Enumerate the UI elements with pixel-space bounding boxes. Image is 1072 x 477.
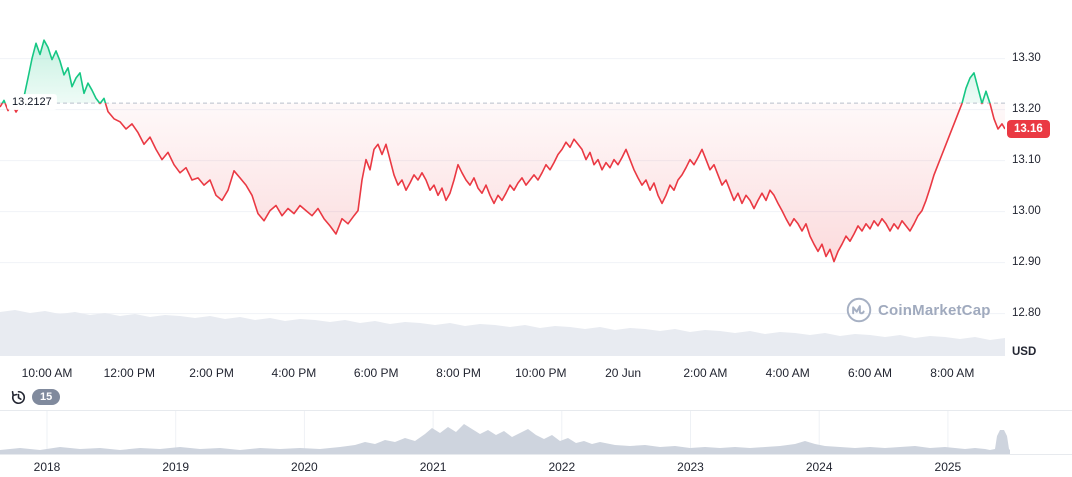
current-price-badge: 13.16 (1007, 120, 1050, 138)
x-axis-label: 8:00 AM (930, 366, 975, 380)
year-axis-label: 2023 (677, 460, 704, 474)
year-axis-label: 2019 (162, 460, 190, 474)
y-axis-label: 13.00 (1012, 204, 1041, 217)
y-axis-label: 12.90 (1012, 255, 1041, 268)
y-axis-label: 13.30 (1012, 51, 1041, 64)
x-axis-label: 4:00 AM (765, 366, 810, 380)
y-axis: 13.30 13.20 13.10 13.00 12.90 12.80 USD (1005, 0, 1072, 358)
year-axis-label: 2018 (33, 460, 61, 474)
x-axis-label: 6:00 AM (847, 366, 893, 380)
y-axis-label: 12.80 (1012, 306, 1041, 319)
history-icon (10, 389, 27, 406)
price-line-down (0, 103, 1005, 263)
main-chart-svg[interactable] (0, 0, 1072, 358)
watermark: CoinMarketCap (846, 297, 991, 323)
year-axis-label: 2025 (934, 460, 962, 474)
watermark-label: CoinMarketCap (878, 301, 991, 319)
year-axis-label: 2022 (548, 460, 576, 474)
y-axis-label: 13.10 (1012, 153, 1041, 166)
x-axis-label: 2:00 PM (189, 366, 234, 380)
x-axis-label: 10:00 PM (515, 366, 567, 380)
x-axis-label: 2:00 AM (683, 366, 728, 380)
x-axis-label: 6:00 PM (353, 366, 399, 380)
x-axis-label: 4:00 PM (271, 366, 317, 380)
x-axis-label: 10:00 AM (21, 366, 73, 380)
year-axis-label: 2021 (419, 460, 447, 474)
history-badge[interactable]: 15 (10, 387, 61, 407)
x-axis-label: 20 Jun (605, 366, 642, 380)
x-axis: 10:00 AM 12:00 PM 2:00 PM 4:00 PM 6:00 PM 8:0… (0, 358, 1005, 384)
coinmarketcap-logo-icon (846, 297, 872, 323)
x-axis-label: 12:00 PM (103, 366, 155, 380)
navigator-svg[interactable] (0, 411, 1072, 454)
year-axis-label: 2020 (291, 460, 318, 474)
history-count-pill: 15 (32, 389, 61, 405)
y-axis-unit-label: USD (1012, 345, 1037, 358)
year-axis-label: 2024 (805, 460, 833, 474)
x-axis-label: 8:00 PM (436, 366, 481, 380)
year-axis: 2018 2019 2020 2021 2022 2023 2024 2025 (0, 456, 1072, 477)
y-axis-label: 13.20 (1012, 102, 1041, 115)
baseline-label: 13.2127 (8, 95, 56, 110)
navigator-area (0, 424, 1010, 454)
price-area-down (0, 103, 1005, 262)
volume-area (0, 310, 1005, 356)
range-navigator[interactable] (0, 410, 1072, 455)
